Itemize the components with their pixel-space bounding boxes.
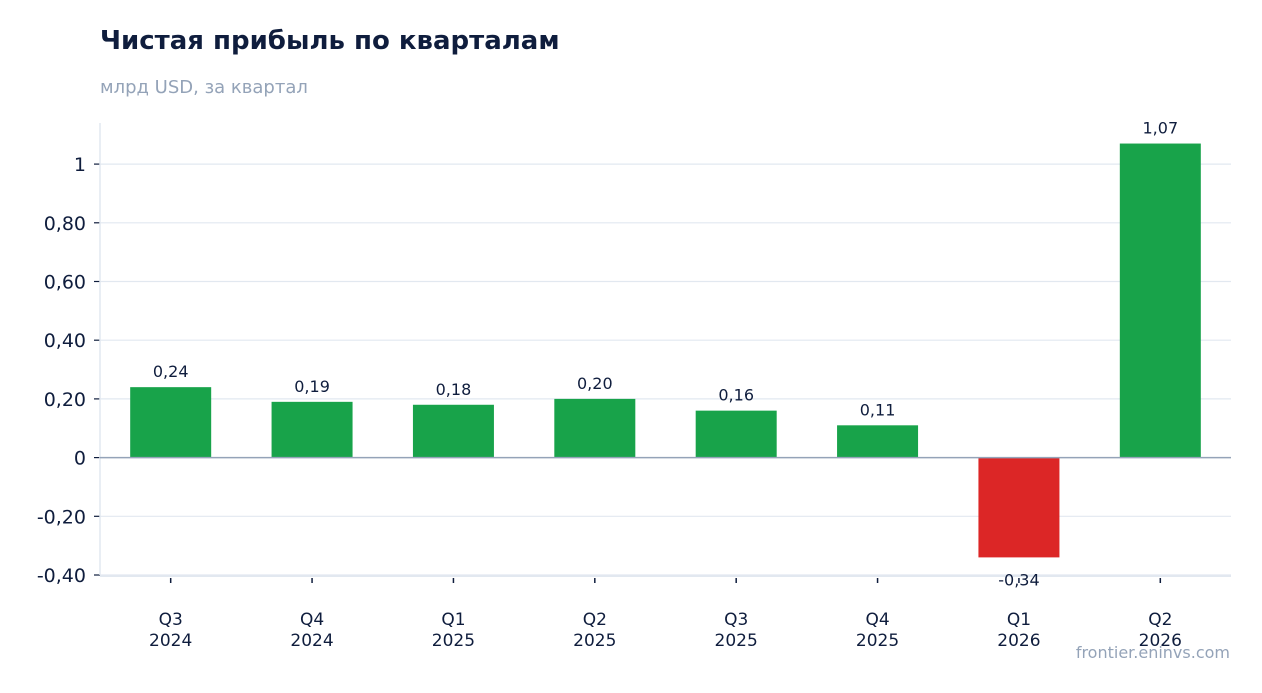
y-tick-label: -0,20 — [37, 506, 86, 528]
y-tick-label: -0,40 — [37, 565, 86, 587]
y-tick-label: 0,20 — [44, 389, 86, 411]
bar[interactable] — [695, 410, 777, 458]
chart-title: Чистая прибыль по кварталам — [100, 26, 560, 56]
x-tick-label: Q3 — [724, 610, 748, 630]
x-tick-label: 2025 — [432, 631, 475, 651]
data-label: 1,07 — [1143, 119, 1179, 138]
x-tick-label: Q3 — [159, 610, 183, 630]
chart-subtitle: млрд USD, за квартал — [100, 77, 308, 98]
bar[interactable] — [1119, 143, 1201, 458]
x-tick-label: 2025 — [715, 631, 758, 651]
x-tick-label: Q1 — [1007, 610, 1031, 630]
x-tick-label: 2024 — [290, 631, 333, 651]
y-tick-label: 0 — [74, 448, 86, 470]
x-tick-label: Q1 — [441, 610, 465, 630]
y-tick-label: 0,60 — [44, 271, 86, 293]
x-tick-label: Q2 — [583, 610, 607, 630]
bar[interactable] — [837, 425, 919, 458]
data-label: 0,19 — [294, 377, 330, 396]
bar[interactable] — [412, 404, 494, 458]
x-tick-label: 2024 — [149, 631, 192, 651]
x-tick-label: 2025 — [856, 631, 899, 651]
x-tick-label: Q4 — [300, 610, 324, 630]
y-tick-label: 0,80 — [44, 213, 86, 235]
data-label: 0,11 — [860, 400, 896, 419]
y-tick-label: 1 — [74, 154, 86, 176]
x-tick-label: Q4 — [865, 610, 889, 630]
y-tick-label: 0,40 — [44, 330, 86, 352]
bar[interactable] — [130, 387, 212, 458]
bar[interactable] — [271, 401, 353, 458]
data-label: 0,20 — [577, 374, 613, 393]
data-label: 0,18 — [436, 380, 472, 399]
x-tick-label: Q2 — [1148, 610, 1172, 630]
x-tick-label: 2026 — [997, 631, 1040, 651]
source-link[interactable]: frontier.eninvs.com — [1075, 643, 1230, 662]
x-tick-label: 2026 — [1139, 631, 1182, 651]
bar[interactable] — [554, 398, 636, 458]
x-tick-label: 2025 — [573, 631, 616, 651]
data-label: 0,16 — [718, 386, 754, 405]
bar[interactable] — [978, 457, 1060, 558]
data-label: 0,24 — [153, 362, 189, 381]
